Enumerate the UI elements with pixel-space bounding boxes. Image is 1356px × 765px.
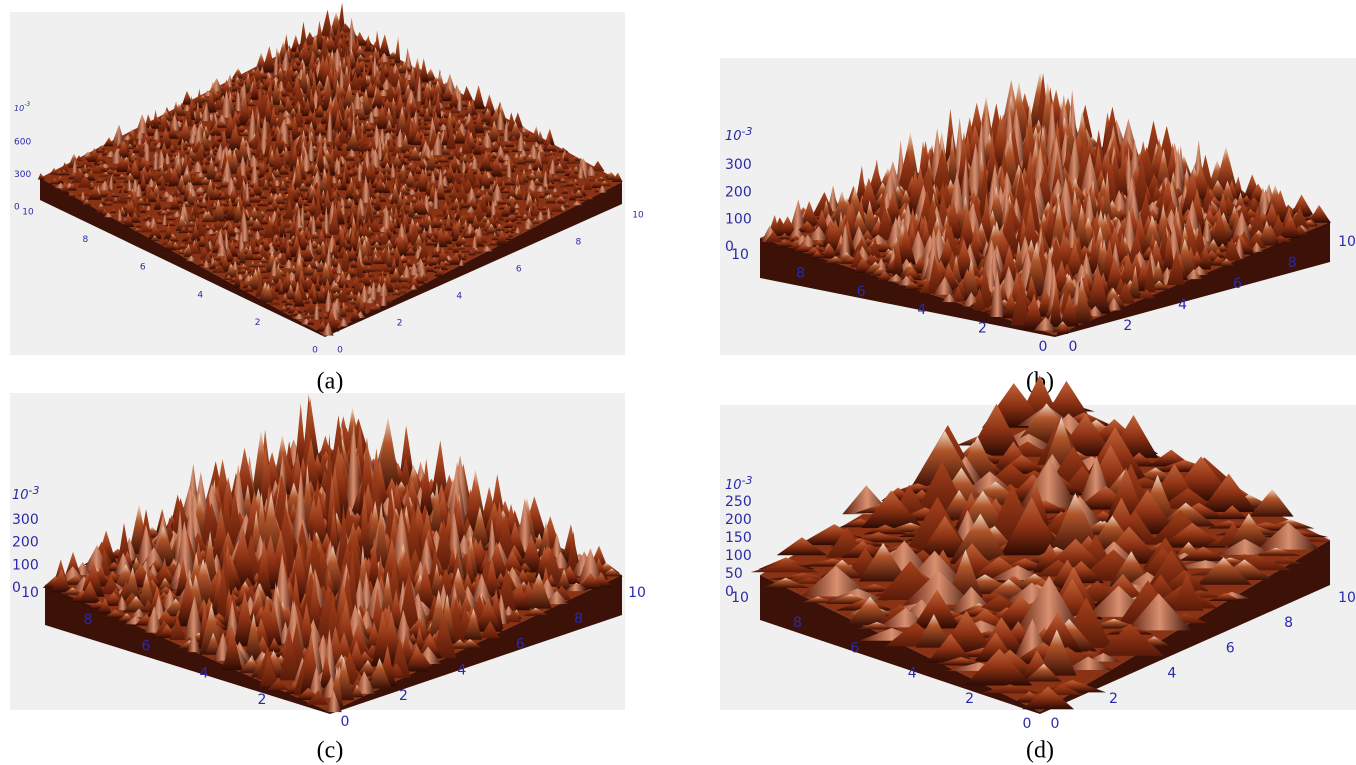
unit-exponent: -3 — [742, 125, 753, 138]
right-tick-label: 6 — [516, 265, 522, 275]
left-tick-label: 8 — [84, 612, 93, 628]
right-tick-label: 0 — [337, 346, 343, 356]
left-tick-label: 6 — [857, 284, 866, 300]
right-tick-label: 0 — [1069, 339, 1078, 355]
z-tick-label: 250 — [725, 494, 752, 510]
left-tick-label: 4 — [908, 666, 917, 682]
z-tick-label: 200 — [12, 535, 39, 551]
right-tick-label: 4 — [457, 662, 466, 678]
right-tick-label: 10 — [1338, 234, 1356, 250]
right-tick-label: 10 — [632, 211, 644, 221]
right-tick-label: 4 — [1167, 666, 1176, 682]
left-tick-label: 8 — [793, 615, 802, 631]
right-tick-label: 10 — [628, 585, 646, 601]
z-tick-label: 300 — [12, 512, 39, 528]
left-tick-label: 6 — [850, 640, 859, 656]
left-tick-label: 2 — [965, 691, 974, 707]
left-tick-label: 8 — [796, 265, 805, 281]
right-tick-label: 4 — [1178, 297, 1187, 313]
right-tick-label: 0 — [1051, 716, 1060, 732]
left-tick-label: 8 — [83, 235, 89, 245]
panel: 10-330020010001086420246810(c) — [10, 393, 646, 764]
left-tick-label: 6 — [140, 263, 146, 273]
unit-base: 10 — [14, 104, 24, 113]
right-tick-label: 10 — [1338, 590, 1356, 606]
right-tick-label: 4 — [456, 292, 462, 302]
left-tick-label: 4 — [197, 290, 203, 300]
z-tick-label: 150 — [725, 530, 752, 546]
left-tick-label: 2 — [978, 321, 987, 337]
panel-caption: (a) — [317, 369, 344, 395]
z-tick-label: 200 — [725, 512, 752, 528]
unit-exponent: -3 — [24, 101, 30, 108]
panel: 10-3600300010864200246810(a) — [10, 2, 644, 394]
right-tick-label: 8 — [576, 238, 582, 248]
panel-caption: (d) — [1026, 738, 1054, 764]
figure: 10-3600300010864200246810(a)10-330020010… — [0, 0, 1356, 765]
right-tick-label: 8 — [1288, 255, 1297, 271]
left-tick-label: 4 — [917, 302, 926, 318]
panel: 10-325020015010050010864200246810(d) — [720, 375, 1356, 763]
right-tick-label: 8 — [574, 611, 583, 627]
right-tick-label: 0 — [341, 714, 350, 730]
z-tick-label: 50 — [725, 566, 743, 582]
z-tick-label: 300 — [14, 170, 31, 180]
z-tick-label: 100 — [725, 548, 752, 564]
z-tick-label: 0 — [12, 580, 21, 596]
z-tick-label: 300 — [725, 157, 752, 173]
left-tick-label: 10 — [21, 585, 39, 601]
right-tick-label: 6 — [1226, 640, 1235, 656]
unit-exponent: -3 — [29, 484, 40, 497]
left-tick-label: 0 — [1023, 716, 1032, 732]
left-tick-label: 6 — [142, 639, 151, 655]
z-tick-label: 0 — [14, 203, 20, 213]
left-tick-label: 0 — [1039, 339, 1048, 355]
panel-caption: (c) — [317, 738, 344, 764]
right-tick-label: 8 — [1284, 615, 1293, 631]
z-tick-label: 600 — [14, 138, 31, 148]
unit-base: 10 — [725, 478, 742, 493]
unit-base: 10 — [12, 488, 29, 503]
z-tick-label: 200 — [725, 184, 752, 200]
unit-exponent: -3 — [742, 474, 753, 487]
right-tick-label: 2 — [397, 319, 403, 329]
left-tick-label: 4 — [200, 665, 209, 681]
left-tick-label: 0 — [312, 346, 318, 356]
left-tick-label: 2 — [258, 692, 267, 708]
left-tick-label: 2 — [255, 318, 261, 328]
right-tick-label: 6 — [1233, 276, 1242, 292]
panel: 10-3300200100010864200246810(b) — [720, 58, 1356, 395]
right-tick-label: 6 — [516, 637, 525, 653]
unit-base: 10 — [725, 129, 742, 144]
right-tick-label: 2 — [1109, 691, 1118, 707]
left-tick-label: 10 — [731, 590, 749, 606]
right-tick-label: 2 — [399, 688, 408, 704]
left-tick-label: 10 — [731, 247, 749, 263]
z-tick-label: 100 — [12, 557, 39, 573]
left-tick-label: 10 — [22, 208, 34, 218]
right-tick-label: 2 — [1123, 318, 1132, 334]
z-tick-label: 100 — [725, 212, 752, 228]
